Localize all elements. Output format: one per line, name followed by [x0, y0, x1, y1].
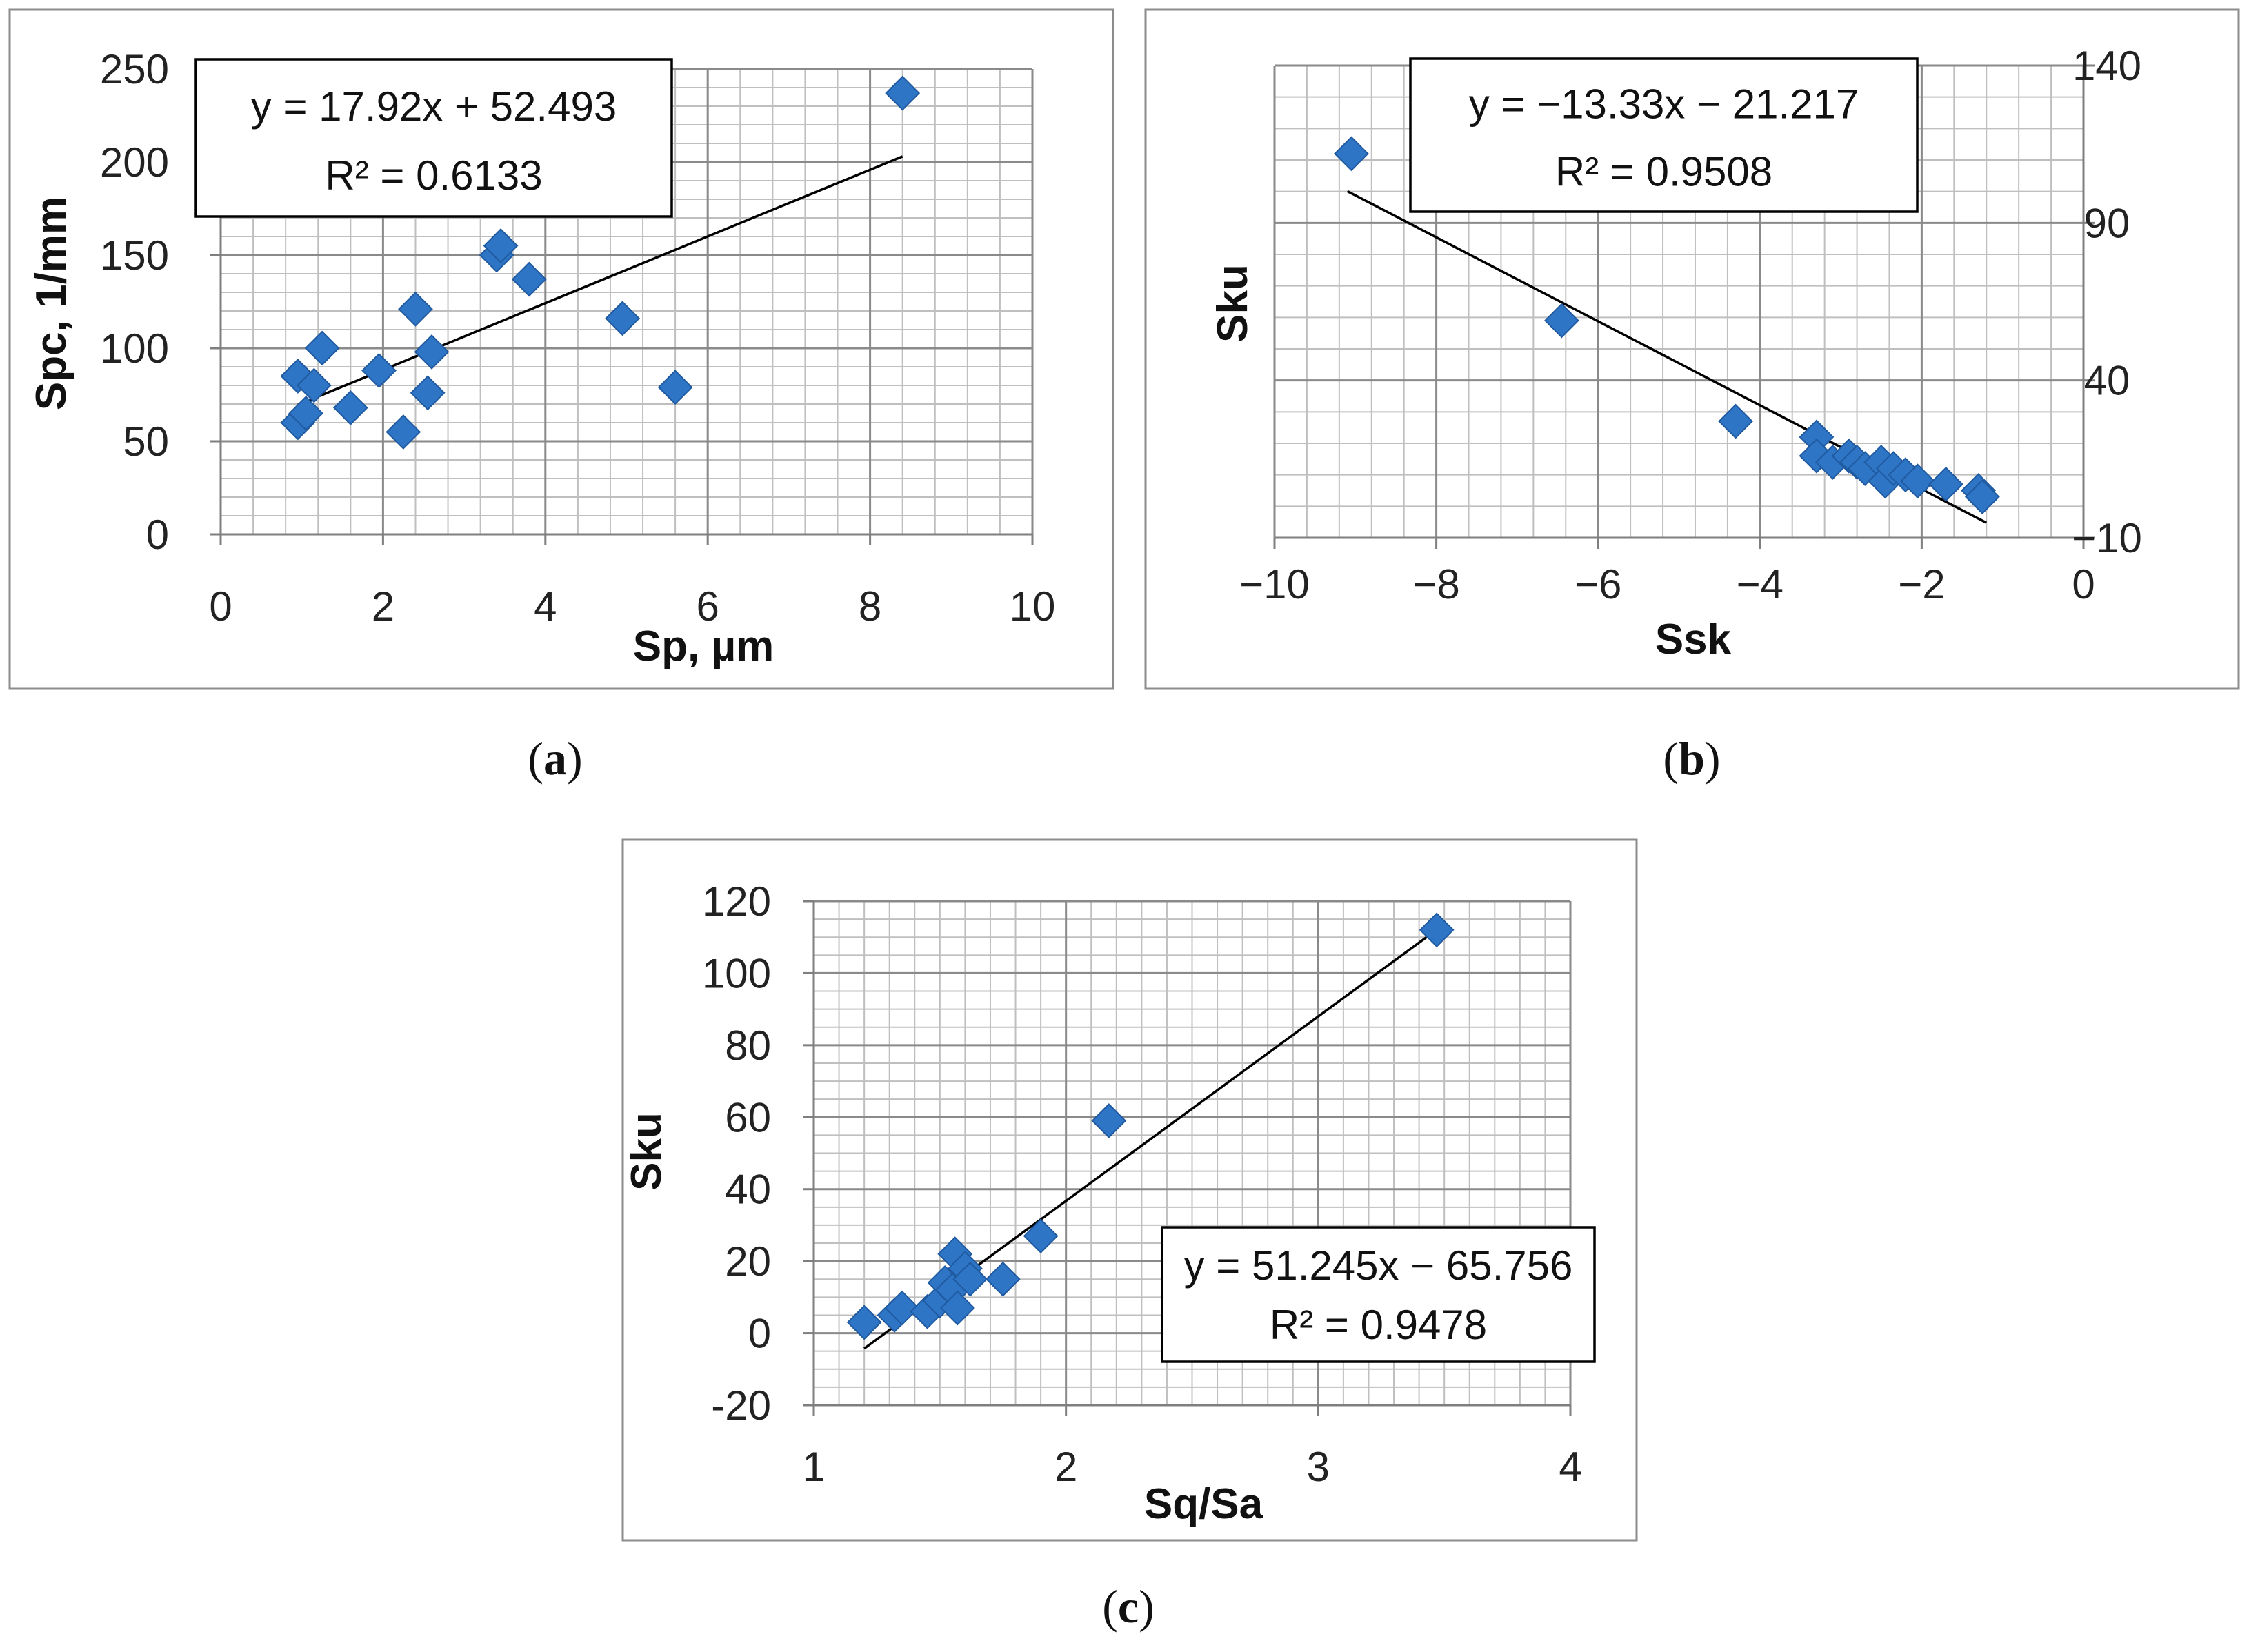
r-squared-label: R² = 0.6133 [325, 152, 542, 199]
subfigure-caption: (a) [528, 732, 582, 785]
data-point [657, 370, 693, 405]
x-tick-label: −8 [1412, 561, 1459, 607]
data-point [1928, 466, 1964, 502]
x-tick-label: −10 [1239, 561, 1310, 607]
data-point [985, 1261, 1021, 1297]
x-tick-label: 0 [209, 583, 232, 629]
data-point [1023, 1218, 1059, 1254]
data-point [414, 334, 450, 370]
r-squared-label: R² = 0.9508 [1555, 148, 1772, 194]
y-tick-label: 50 [123, 419, 169, 465]
data-point [1544, 303, 1579, 339]
y-tick-label: 0 [748, 1311, 771, 1357]
data-point [885, 75, 921, 111]
data-point [410, 375, 446, 411]
y-tick-label: 90 [2084, 200, 2130, 246]
trendline-equation-box [1409, 57, 1919, 213]
y-tick-label: 150 [100, 232, 169, 279]
data-point [296, 367, 332, 403]
x-axis-title: Ssk [1655, 616, 1732, 663]
data-point [332, 390, 368, 425]
r-squared-label: R² = 0.9478 [1270, 1302, 1487, 1348]
x-tick-label: 3 [1307, 1444, 1330, 1490]
subfigure-caption: (b) [1663, 732, 1720, 785]
y-tick-label: 250 [100, 46, 169, 92]
data-point [1900, 463, 1935, 499]
y-tick-label: 120 [702, 878, 771, 925]
x-tick-label: 10 [1010, 583, 1056, 629]
x-tick-label: 4 [534, 583, 557, 629]
trendline-equation: y = −13.33x − 21.217 [1469, 81, 1859, 128]
data-point [940, 1290, 975, 1326]
data-point [386, 414, 421, 450]
y-tick-label: 40 [725, 1167, 771, 1213]
data-point [1334, 136, 1369, 172]
data-point [511, 261, 547, 297]
data-point [1964, 479, 2000, 515]
y-tick-label: 20 [725, 1238, 771, 1285]
x-tick-label: 4 [1559, 1444, 1581, 1490]
data-point [1091, 1103, 1127, 1138]
y-tick-label: -20 [711, 1382, 771, 1429]
x-tick-label: 2 [372, 583, 394, 629]
y-tick-label: −10 [2072, 515, 2142, 561]
data-point [846, 1305, 882, 1340]
chart-c: 1 2 3 4 -20 0 20 40 60 80 100 120 Sq/Sa Sku y = 51.245… [621, 838, 1638, 1633]
y-tick-label: 60 [725, 1094, 771, 1140]
y-axis-title: Spc, 1/mm [28, 197, 75, 410]
x-axis-title: Sq/Sa [1144, 1480, 1263, 1528]
data-point [1419, 912, 1455, 948]
x-tick-label: −4 [1737, 561, 1783, 607]
subfigure-caption: (c) [1102, 1580, 1155, 1633]
x-tick-label: 2 [1054, 1444, 1077, 1490]
y-axis-title: Sku [1209, 264, 1257, 343]
data-point [1718, 403, 1754, 439]
y-tick-label: 80 [725, 1023, 771, 1069]
trendline-equation: y = 17.92x + 52.493 [251, 83, 617, 130]
data-point [398, 291, 433, 327]
x-tick-label: 0 [2072, 561, 2095, 607]
x-tick-label: −6 [1575, 561, 1621, 607]
x-tick-label: 8 [859, 583, 881, 629]
data-point [952, 1261, 988, 1297]
data-point [884, 1290, 920, 1326]
y-tick-label: 40 [2084, 358, 2130, 404]
data-point [288, 396, 323, 431]
trendline [297, 155, 903, 406]
data-point [483, 228, 519, 263]
trendline-equation-box [1161, 1226, 1596, 1363]
data-points [280, 75, 921, 450]
y-tick-label: 140 [2072, 43, 2141, 89]
trendline-equation-box [194, 58, 673, 218]
y-tick-label: 0 [146, 512, 169, 558]
trendline-equation: y = 51.245x − 65.756 [1184, 1242, 1573, 1289]
data-point [304, 330, 340, 366]
x-axis-title: Sp, µm [633, 623, 774, 670]
y-axis-title: Sku [623, 1112, 670, 1191]
x-tick-label: 1 [802, 1444, 825, 1490]
x-tick-label: 6 [697, 583, 719, 629]
data-point [605, 301, 641, 336]
y-tick-label: 100 [100, 325, 169, 372]
x-tick-label: −2 [1898, 561, 1945, 607]
y-tick-label: 200 [100, 139, 169, 185]
data-points [1334, 136, 2000, 515]
data-point [361, 352, 397, 388]
y-tick-label: 100 [702, 950, 771, 996]
data-points [846, 912, 1455, 1340]
